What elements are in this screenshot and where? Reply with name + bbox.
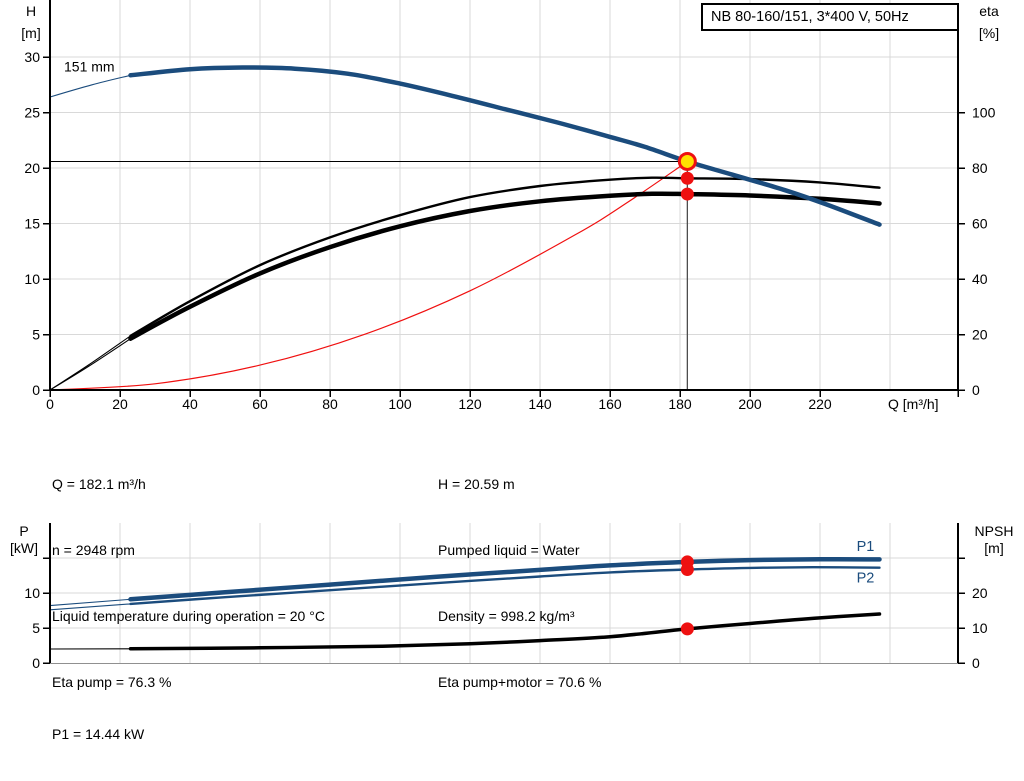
p2-curve-lead-in — [49, 603, 131, 611]
q-tick-label: 40 — [182, 396, 198, 412]
eta-tick-label: 80 — [972, 160, 988, 176]
left-axis-title: H — [26, 3, 36, 19]
right-axis-title: eta — [979, 3, 999, 19]
operating-data-right: H = 20.59 m Pumped liquid = Water Densit… — [438, 429, 601, 737]
npsh-tick-label: 20 — [972, 585, 988, 601]
h-tick-label: 0 — [32, 382, 40, 398]
operating-data-left: Q = 182.1 m³/h n = 2948 rpm Liquid tempe… — [52, 429, 325, 737]
p1-text: P1 = 14.44 kW — [52, 726, 145, 742]
q-tick-label: 160 — [598, 396, 622, 412]
system-curve — [49, 161, 688, 391]
impeller-size-label: 151 mm — [64, 58, 115, 74]
p-tick-label: 10 — [24, 585, 40, 601]
q-tick-label: 20 — [112, 396, 128, 412]
q-tick-label: 0 — [46, 396, 54, 412]
eta-pump-curve — [129, 176, 881, 338]
x-axis-title: Q [m³/h] — [888, 396, 939, 412]
duty-dot-npsh — [680, 622, 694, 636]
eta-tick-label: 40 — [972, 271, 988, 287]
eta-pump-curve-lead-in — [49, 335, 131, 391]
liquid-temp-text: Liquid temperature during operation = 20… — [52, 608, 325, 624]
eta-pump-motor-curve-lead-in — [49, 338, 131, 391]
speed-text: n = 2948 rpm — [52, 542, 135, 558]
q-tick-label: 100 — [388, 396, 412, 412]
pumped-liquid-text: Pumped liquid = Water — [438, 542, 580, 558]
duty-head-text: H = 20.59 m — [438, 476, 515, 492]
q-tick-label: 220 — [808, 396, 832, 412]
left-axis-unit: [m] — [21, 25, 40, 41]
eta-tick-label: 60 — [972, 216, 988, 232]
duty-dot-p2 — [680, 562, 694, 576]
q-tick-label: 180 — [668, 396, 692, 412]
eta-tick-label: 100 — [972, 105, 996, 121]
p-tick-label: 0 — [32, 655, 40, 671]
h-tick-label: 25 — [24, 105, 40, 121]
power-npsh-data: P1 = 14.44 kW P2 = 13.36 kW NPSH = 9.75 … — [52, 679, 371, 781]
head-curve-lead-in — [49, 74, 131, 98]
q-tick-label: 60 — [252, 396, 268, 412]
h-tick-label: 15 — [24, 216, 40, 232]
pump-title: NB 80-160/151, 3*400 V, 50Hz — [711, 9, 909, 25]
q-tick-label: 140 — [528, 396, 552, 412]
npsh-axis-title: NPSH — [975, 523, 1014, 539]
duty-point-marker[interactable] — [677, 151, 697, 171]
eta-tick-label: 20 — [972, 327, 988, 343]
npsh-tick-label: 10 — [972, 620, 988, 636]
curve-label-p1: P1 — [857, 539, 875, 555]
right-axis-unit: [%] — [979, 25, 999, 41]
head-curve — [128, 65, 882, 227]
p1-curve — [128, 556, 882, 602]
duty-dot-eta-pump-motor — [680, 187, 694, 201]
p2-curve — [129, 565, 881, 606]
p-tick-label: 5 — [32, 620, 40, 636]
npsh-curve — [128, 612, 882, 651]
duty-dot-eta-pump — [680, 171, 694, 185]
npsh-tick-label: 0 — [972, 655, 980, 671]
q-tick-label: 200 — [738, 396, 762, 412]
h-tick-label: 5 — [32, 327, 40, 343]
curve-label-p2: P2 — [857, 571, 875, 587]
duty-flow-text: Q = 182.1 m³/h — [52, 476, 146, 492]
eta-tick-label: 0 — [972, 382, 980, 398]
eta-pump-motor-curve — [128, 191, 882, 341]
h-tick-label: 10 — [24, 271, 40, 287]
q-tick-label: 80 — [322, 396, 338, 412]
density-text: Density = 998.2 kg/m³ — [438, 608, 575, 624]
eta-pump-motor-text: Eta pump+motor = 70.6 % — [438, 674, 602, 690]
pump-title-box: NB 80-160/151, 3*400 V, 50Hz — [701, 3, 959, 31]
p1-curve-lead-in — [49, 598, 131, 607]
npsh-axis-unit: [m] — [984, 540, 1003, 556]
power-axis-unit: [kW] — [10, 540, 38, 556]
eta-pump-text: Eta pump = 76.3 % — [52, 674, 172, 690]
q-tick-label: 120 — [458, 396, 482, 412]
h-tick-label: 30 — [24, 49, 40, 65]
power-axis-title: P — [19, 523, 28, 539]
h-tick-label: 20 — [24, 160, 40, 176]
